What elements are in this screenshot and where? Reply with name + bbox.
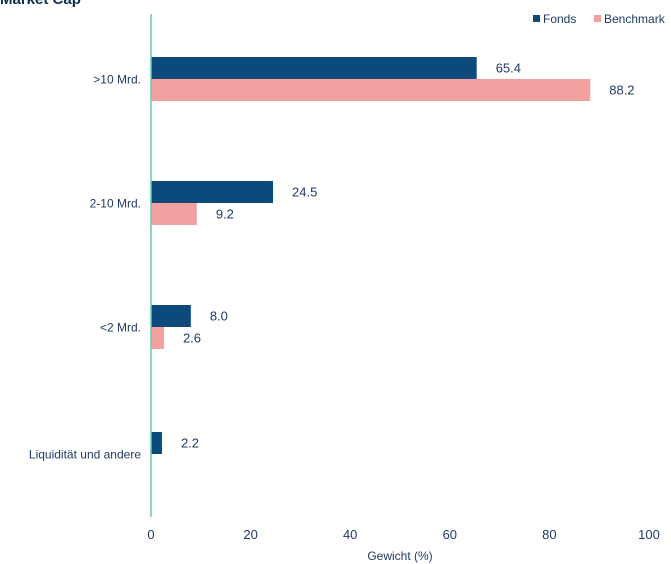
bar-benchmark-1: [151, 203, 197, 225]
data-label-benchmark-0: 88.2: [609, 83, 634, 98]
data-label-benchmark-1: 9.2: [216, 207, 234, 222]
x-tick-labels: 0 20 40 60 80 100: [147, 527, 659, 542]
legend-label-fonds: Fonds: [543, 12, 576, 26]
category-label-3: Liquidität und andere: [29, 448, 141, 462]
data-label-benchmark-2: 2.6: [183, 331, 201, 346]
bar-fonds-0: [151, 57, 477, 79]
x-tick-label-2: 40: [343, 527, 357, 542]
data-label-fonds-0: 65.4: [496, 61, 521, 76]
data-label-fonds-3: 2.2: [181, 436, 199, 451]
category-labels: >10 Mrd. 2-10 Mrd. <2 Mrd. Liquidität und a…: [29, 73, 141, 462]
x-tick-label-1: 20: [243, 527, 257, 542]
category-label-1: 2-10 Mrd.: [90, 197, 141, 211]
category-label-0: >10 Mrd.: [93, 73, 141, 87]
bar-fonds-1: [151, 181, 274, 203]
category-label-2: <2 Mrd.: [100, 321, 141, 335]
data-label-fonds-2: 8.0: [210, 309, 228, 324]
bar-fonds-3: [151, 432, 162, 454]
chart-title: Market Cap: [0, 0, 81, 8]
x-tick-label-4: 80: [542, 527, 556, 542]
x-tick-label-5: 100: [638, 527, 660, 542]
legend-swatch-fonds: [533, 15, 540, 22]
bars: 65.4 88.2 24.5 9.2 8.0 2.6 2.2: [151, 57, 635, 454]
data-label-fonds-1: 24.5: [292, 185, 317, 200]
legend-label-benchmark: Benchmark: [604, 12, 666, 26]
bar-fonds-2: [151, 305, 191, 327]
bar-benchmark-2: [151, 327, 164, 349]
x-tick-label-3: 60: [443, 527, 457, 542]
x-axis-label: Gewicht (%): [367, 549, 432, 563]
x-tick-label-0: 0: [147, 527, 154, 542]
bar-benchmark-0: [151, 79, 591, 101]
legend-swatch-benchmark: [594, 15, 601, 22]
legend: Fonds Benchmark: [533, 12, 666, 26]
